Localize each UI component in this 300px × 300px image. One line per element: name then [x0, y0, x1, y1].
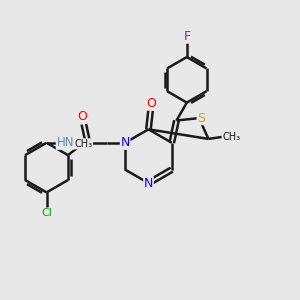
Text: CH₃: CH₃ — [222, 132, 240, 142]
Text: HN: HN — [56, 136, 74, 149]
Text: O: O — [77, 110, 87, 123]
Text: O: O — [147, 97, 157, 110]
Text: CH₃: CH₃ — [74, 139, 93, 149]
Text: N: N — [121, 136, 130, 149]
Text: S: S — [197, 112, 205, 124]
Text: N: N — [144, 177, 153, 190]
Text: Cl: Cl — [41, 208, 52, 218]
Text: F: F — [183, 30, 190, 43]
